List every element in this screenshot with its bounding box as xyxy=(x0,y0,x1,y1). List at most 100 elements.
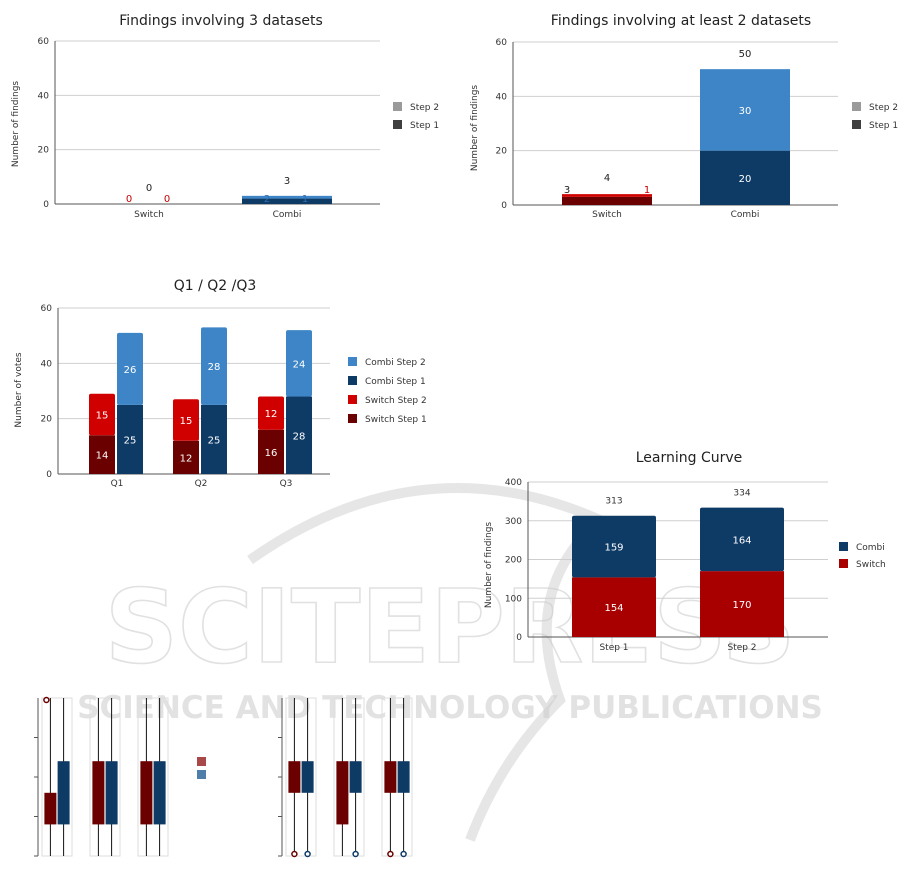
legend-label: Switch Step 1 xyxy=(365,415,427,425)
legend-swatch xyxy=(852,102,861,111)
data-label-total: 3 xyxy=(284,176,290,187)
boxplot-frame xyxy=(333,697,365,857)
legend-label: Switch Step 2 xyxy=(365,396,427,406)
data-label-combi: 159 xyxy=(604,543,623,554)
chart-title: Learning Curve xyxy=(636,450,743,466)
data-label-switch: 170 xyxy=(732,600,751,611)
bar-combi-step1 xyxy=(117,404,143,474)
y-tick-label: 20 xyxy=(41,415,53,425)
legend-swatch xyxy=(393,120,402,129)
x-tick-label: Step 1 xyxy=(599,643,628,653)
data-label-step1: 3 xyxy=(564,185,570,196)
data-label-step2: 30 xyxy=(739,106,752,117)
bar-switch xyxy=(700,571,784,637)
bar-switch-step2 xyxy=(89,393,115,436)
y-tick-label: 60 xyxy=(496,38,508,48)
boxplot-outlier xyxy=(304,850,311,858)
x-tick-label: Switch xyxy=(592,210,622,220)
boxplot-box xyxy=(384,761,397,793)
legend-label: Combi Step 2 xyxy=(365,358,426,368)
bar-combi-step2 xyxy=(286,330,312,397)
watermark-main-text: SCITEPRESS xyxy=(105,568,796,687)
legend-label: Step 2 xyxy=(410,103,439,113)
data-label-total: 334 xyxy=(733,489,750,499)
x-tick-label: Combi xyxy=(273,210,302,220)
watermark-logo-arc xyxy=(247,483,610,842)
chart-three-datasets: Findings involving 3 datasets Number of … xyxy=(11,13,439,220)
data-label-combi-step1: 25 xyxy=(124,435,137,446)
boxplot-box xyxy=(57,761,70,825)
legend-swatch xyxy=(839,559,848,568)
data-label-switch-step2: 15 xyxy=(96,411,109,422)
data-label-switch-step2: 15 xyxy=(180,416,193,427)
legend-swatch xyxy=(393,102,402,111)
chart-two-datasets: Findings involving at least 2 datasets N… xyxy=(470,13,898,220)
legend-swatch xyxy=(348,395,357,404)
legend-swatch xyxy=(348,376,357,385)
bar-switch-step2 xyxy=(258,396,284,430)
y-tick-label: 20 xyxy=(38,146,50,156)
boxplot-frame xyxy=(41,697,73,857)
watermark-sub-text: SCIENCE AND TECHNOLOGY PUBLICATIONS xyxy=(77,690,823,726)
bar-switch-step1 xyxy=(89,435,115,474)
watermark: SCITEPRESS SCIENCE AND TECHNOLOGY PUBLIC… xyxy=(77,483,823,842)
legend-label: Step 2 xyxy=(869,103,898,113)
bar-switch-step1 xyxy=(173,440,199,474)
y-tick-label: 0 xyxy=(43,200,49,210)
bar-combi xyxy=(700,507,784,572)
legend-label: Switch xyxy=(856,560,886,570)
boxplot-box xyxy=(397,761,410,793)
data-label-step1: 0 xyxy=(126,194,132,205)
bar-combi-step2 xyxy=(117,332,143,405)
y-tick-label: 200 xyxy=(505,556,522,566)
y-axis-label: Number of findings xyxy=(484,522,494,609)
legend-label: Step 1 xyxy=(869,121,898,131)
boxplot-outlier xyxy=(291,850,298,858)
boxplot-outlier xyxy=(400,850,407,858)
chart-questions: Q1 / Q2 /Q3 Number of votes 0 20 40 60 Q1 14 1… xyxy=(14,278,427,489)
data-label-combi-step2: 24 xyxy=(293,359,306,370)
x-tick-label: Q2 xyxy=(195,479,208,489)
bar-combi-step1 xyxy=(201,404,227,474)
boxplot-frame xyxy=(137,697,169,857)
data-label-combi: 164 xyxy=(732,535,751,546)
boxplot-box xyxy=(336,761,349,825)
chart-title: Findings involving at least 2 datasets xyxy=(551,13,811,29)
bar-step1 xyxy=(242,198,332,204)
boxplot-panels xyxy=(34,696,413,858)
data-label-combi-step2: 28 xyxy=(208,362,221,373)
chart-title: Findings involving 3 datasets xyxy=(119,13,323,29)
y-tick-label: 0 xyxy=(501,201,507,211)
data-label-step2: 0 xyxy=(164,194,170,205)
y-tick-label: 40 xyxy=(38,91,50,101)
data-label-step2: 1 xyxy=(644,185,650,196)
boxplot-box xyxy=(140,761,153,825)
boxplot-outlier xyxy=(352,850,359,858)
y-tick-label: 40 xyxy=(496,92,508,102)
y-tick-label: 0 xyxy=(516,633,522,643)
data-label-total: 0 xyxy=(146,183,152,194)
legend-swatch xyxy=(348,414,357,423)
boxplot-frame xyxy=(381,697,413,857)
y-tick-label: 60 xyxy=(41,304,53,314)
boxplot-box xyxy=(44,792,57,825)
data-label-total: 313 xyxy=(605,497,622,507)
y-tick-label: 40 xyxy=(41,359,53,369)
bar-step2 xyxy=(700,69,790,151)
x-tick-label: Switch xyxy=(134,210,164,220)
x-tick-label: Combi xyxy=(731,210,760,220)
bar-step2 xyxy=(562,194,652,197)
chart-learning-curve: Learning Curve Number of findings 0 100 20… xyxy=(484,450,886,653)
legend-swatch xyxy=(348,357,357,366)
boxplot-legend-swatch xyxy=(197,770,206,779)
y-tick-label: 0 xyxy=(46,470,52,480)
bar-switch xyxy=(572,577,656,637)
legend-label: Combi xyxy=(856,543,885,553)
y-tick-label: 100 xyxy=(505,594,522,604)
boxplot-box xyxy=(105,761,118,825)
bar-combi-step1 xyxy=(286,396,312,474)
y-tick-label: 20 xyxy=(496,147,508,157)
data-label-step1: 20 xyxy=(739,174,752,185)
boxplot-box xyxy=(349,761,362,793)
